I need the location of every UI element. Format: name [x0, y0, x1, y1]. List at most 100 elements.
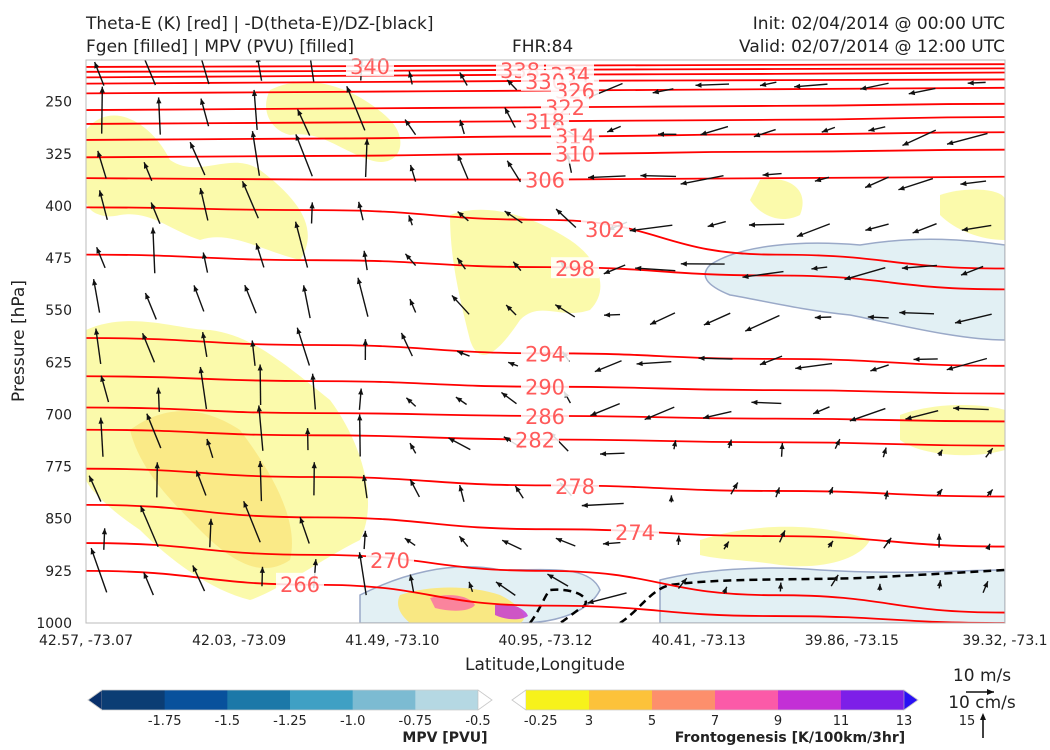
wind-vector [144, 60, 157, 86]
wind-vector-head [901, 265, 909, 271]
wind-vector-head [644, 414, 652, 420]
wind-vector-head [457, 154, 463, 162]
wind-vector-head [190, 142, 195, 149]
y-axis-label: Pressure [hPa] [9, 280, 29, 402]
wind-vector [157, 97, 161, 135]
contour-label-bg [551, 125, 599, 147]
wind-vector-head [937, 449, 943, 457]
theta-e-contour-label: 282 [515, 428, 555, 452]
wind-vector-head [506, 79, 513, 86]
wind-vector [358, 552, 367, 596]
wind-vector-head [590, 410, 597, 416]
x-tick-label: 42.03, -73.09 [192, 633, 286, 649]
wind-vector-head [243, 501, 249, 508]
wind-vector-head [967, 80, 974, 86]
wind-vector-head [732, 482, 738, 489]
wind-vector-head [877, 583, 883, 590]
contour-label-bg [521, 168, 569, 190]
wind-vector-head [821, 127, 829, 133]
wind-vector-head [640, 173, 647, 179]
wind-vector-head [834, 439, 840, 446]
forecast-hour: FHR:84 [512, 37, 574, 57]
mpv-area [704, 238, 1005, 341]
fgen-area [86, 115, 308, 260]
frontogenesis-colorbar: 3 5 7 9 11 13 15 [511, 689, 975, 729]
wind-vector-head [451, 295, 458, 302]
theta-e-contour-label: 274 [615, 521, 655, 545]
wind-vector-head [405, 253, 412, 261]
vector-key-horizontal: 10 m/s [953, 666, 1011, 686]
x-tick-label: 42.57, -73.07 [39, 633, 133, 649]
wind-vector-head [795, 365, 802, 371]
wind-vector-head [504, 211, 512, 217]
theta-e-contour-line [86, 148, 1005, 159]
y-tick-label: 325 [45, 147, 72, 163]
wind-vector [146, 413, 162, 449]
wind-vector-head [721, 586, 727, 594]
colorbar-tick-label: 5 [648, 714, 656, 729]
wind-vector [581, 502, 624, 507]
wind-vector-head [457, 211, 464, 218]
contour-label-bg [551, 142, 599, 164]
colorbar-segment [164, 690, 228, 710]
wind-vector [309, 60, 315, 82]
wind-vector-head [140, 505, 146, 513]
stability-contour [529, 588, 587, 623]
wind-vector-head [94, 62, 100, 69]
wind-vector-head [636, 360, 643, 367]
wind-vector-head [885, 537, 892, 545]
wind-vector-head [448, 438, 456, 444]
wind-vector-head [936, 580, 943, 587]
theta-e-contour-line [86, 206, 1005, 270]
wind-vector [101, 86, 104, 134]
wind-vector-head [401, 332, 407, 340]
fgen-colorbar-label: Frontogenesis [K/100km/3hr] [675, 730, 905, 746]
wind-vector [357, 277, 369, 317]
colorbar-segment [102, 690, 166, 710]
contour-label-bg [276, 572, 324, 594]
y-tick-label: 850 [45, 512, 72, 528]
wind-vector-head [961, 226, 969, 232]
wind-vector-head [832, 574, 839, 582]
wind-vector-head [357, 414, 363, 421]
wind-vector-head [409, 299, 415, 306]
theta-e-contour-label: 294 [525, 342, 565, 366]
theta-e-contour-label: 278 [555, 475, 595, 499]
theta-e-contour-line [86, 67, 1005, 73]
init-time: Init: 02/04/2014 @ 00:00 UTC [752, 14, 1005, 34]
wind-vector-head [201, 252, 208, 259]
wind-vector [253, 89, 258, 130]
wind-vector-head [827, 540, 833, 548]
fgen-area [750, 179, 803, 220]
wind-vector-head [936, 489, 943, 496]
wind-vector-head [312, 559, 319, 566]
wind-vector [296, 327, 311, 366]
wind-vector-head [947, 140, 954, 146]
wind-vector [795, 362, 833, 370]
wind-vector [954, 313, 992, 324]
wind-vector-head [357, 552, 364, 559]
theta-e-contour-label: 266 [280, 573, 320, 597]
wind-vector-head [703, 414, 710, 420]
wind-vector-head [748, 222, 756, 228]
colorbar-tick-label: 11 [833, 714, 850, 729]
wind-vector-head [502, 540, 509, 546]
colorbar-extend-low [511, 689, 527, 711]
wind-vector-head [459, 72, 465, 79]
wind-vector-head [860, 85, 867, 91]
wind-vector-head [671, 440, 678, 447]
wind-vector-head [905, 415, 912, 421]
theta-e-contour-label: 310 [555, 143, 595, 167]
y-tick-label: 400 [45, 199, 72, 215]
wind-vector-head [98, 417, 104, 424]
wind-vector-head [868, 126, 875, 132]
theta-e-contour-labels: 340 338 3343303263223183143103063022982942… [276, 55, 659, 597]
wind-vector-head [513, 261, 520, 268]
wind-vector-head [883, 490, 889, 497]
wind-vector-head [362, 250, 368, 258]
fgen-area [450, 209, 601, 355]
wind-vector [243, 500, 261, 543]
contour-label-bg [521, 342, 569, 364]
wind-vector-head [408, 71, 414, 78]
wind-vector-head [902, 140, 909, 146]
